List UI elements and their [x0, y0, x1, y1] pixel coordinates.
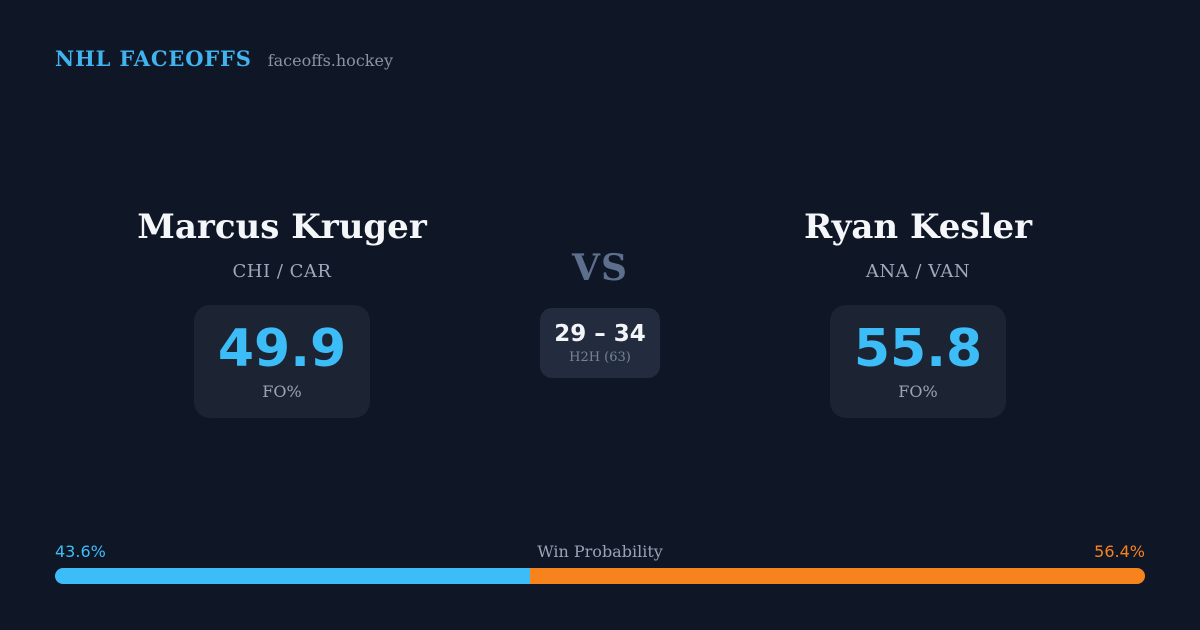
h2h-card: 29 – 34 H2H (63)	[540, 308, 660, 378]
win-probability-right-pct: 56.4%	[1094, 542, 1145, 561]
player-right-fo-label: FO%	[898, 382, 938, 402]
win-probability-section: 43.6% Win Probability 56.4%	[55, 541, 1145, 584]
win-probability-bar	[55, 568, 1145, 584]
player-left-fo-label: FO%	[262, 382, 302, 402]
win-probability-orange-segment	[530, 568, 1145, 584]
player-left-column: Marcus Kruger CHI / CAR 49.9 FO%	[132, 205, 432, 418]
player-left-teams: CHI / CAR	[232, 261, 332, 282]
versus-column: VS 29 – 34 H2H (63)	[450, 248, 750, 378]
player-right-name: Ryan Kesler	[803, 207, 1033, 247]
vs-label: VS	[572, 247, 628, 289]
player-right-fo-value: 55.8	[853, 318, 983, 379]
player-left-fo-value: 49.9	[217, 318, 347, 379]
header: NHL FACEOFFS faceoffs.hockey	[55, 46, 393, 71]
win-probability-title: Win Probability	[537, 542, 663, 561]
player-left-name: Marcus Kruger	[137, 207, 427, 247]
win-probability-blue-segment	[55, 568, 531, 584]
player-right-teams: ANA / VAN	[865, 261, 971, 282]
win-probability-left-pct: 43.6%	[55, 542, 106, 561]
h2h-score: 29 – 34	[554, 320, 646, 347]
site-url: faceoffs.hockey	[267, 51, 393, 70]
player-right-fo-card: 55.8 FO%	[830, 305, 1006, 418]
h2h-sub-label: H2H (63)	[569, 350, 631, 366]
player-left-fo-card: 49.9 FO%	[194, 305, 370, 418]
player-right-column: Ryan Kesler ANA / VAN 55.8 FO%	[768, 205, 1068, 418]
brand-title: NHL FACEOFFS	[55, 46, 252, 71]
win-probability-labels: 43.6% Win Probability 56.4%	[55, 541, 1145, 562]
